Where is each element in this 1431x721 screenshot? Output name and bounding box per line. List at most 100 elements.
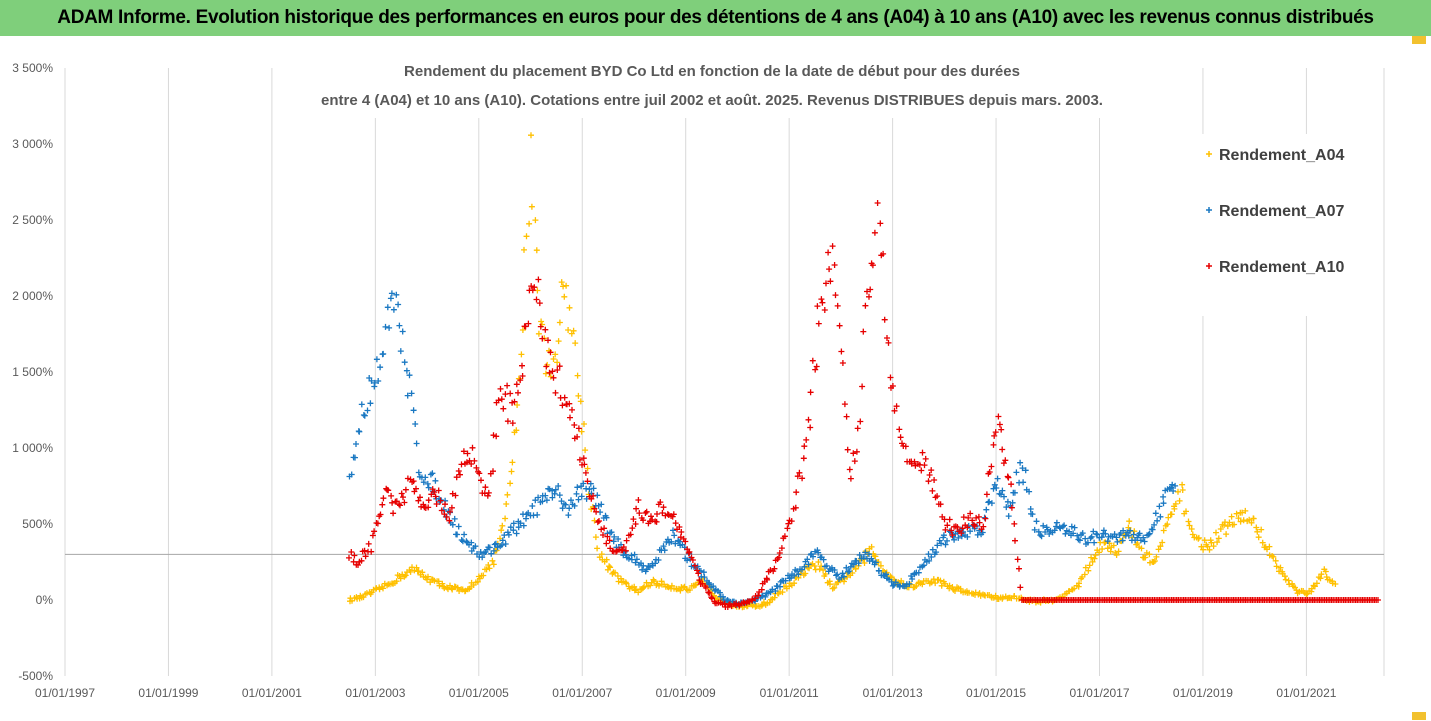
data-point	[1228, 513, 1235, 520]
data-point	[556, 492, 563, 499]
data-point	[632, 521, 639, 527]
data-point	[566, 505, 573, 512]
data-point	[805, 416, 812, 423]
data-point	[1044, 526, 1051, 533]
data-point	[877, 220, 884, 227]
data-point	[368, 377, 375, 384]
data-point	[633, 505, 640, 512]
data-point	[1125, 532, 1132, 539]
data-point	[425, 497, 432, 504]
data-point	[578, 428, 585, 435]
data-point	[1142, 554, 1149, 561]
data-point	[716, 589, 723, 596]
data-point	[788, 518, 795, 525]
data-point	[504, 418, 511, 425]
data-point	[578, 493, 585, 500]
data-point	[420, 501, 427, 508]
data-point	[364, 407, 371, 414]
x-tick-label: 01/01/2007	[552, 686, 612, 700]
data-point	[777, 583, 783, 590]
data-point	[919, 581, 926, 588]
data-point	[397, 348, 404, 355]
data-point	[805, 561, 812, 568]
data-point	[1085, 567, 1092, 574]
data-point	[473, 464, 480, 471]
data-point	[502, 515, 509, 522]
data-point	[822, 571, 829, 577]
data-point	[474, 578, 481, 585]
data-point	[883, 571, 890, 578]
data-point	[877, 562, 884, 569]
data-point	[1231, 521, 1238, 528]
data-point	[891, 407, 898, 414]
data-point	[568, 497, 574, 504]
data-point	[406, 372, 413, 379]
data-point	[778, 545, 785, 552]
data-point	[1146, 551, 1153, 558]
data-point	[574, 372, 581, 379]
legend-label-Rendement_A04: Rendement_A04	[1219, 147, 1344, 164]
data-point	[389, 499, 396, 506]
data-point	[1037, 532, 1044, 539]
data-point	[425, 573, 431, 580]
data-point	[969, 517, 976, 524]
data-point	[966, 589, 972, 596]
data-point	[801, 563, 808, 570]
data-point	[490, 432, 497, 439]
data-point	[504, 382, 511, 389]
data-point	[1146, 530, 1153, 537]
data-point	[461, 531, 468, 538]
data-point	[367, 400, 374, 407]
data-point	[410, 407, 417, 414]
data-point	[432, 477, 439, 484]
data-point	[417, 494, 423, 501]
data-point	[1086, 562, 1093, 569]
data-point	[979, 529, 986, 536]
data-point	[677, 587, 684, 594]
data-point	[1240, 517, 1247, 524]
data-point	[571, 422, 578, 428]
data-point	[425, 484, 432, 491]
data-point	[938, 582, 945, 589]
data-point	[526, 220, 533, 227]
data-point	[906, 580, 913, 587]
data-point	[1204, 543, 1211, 550]
data-point	[651, 578, 658, 585]
data-point	[373, 356, 380, 363]
data-point	[1277, 564, 1284, 571]
data-point	[1226, 519, 1233, 526]
data-point	[983, 491, 990, 498]
data-point	[801, 443, 808, 450]
data-point	[1254, 528, 1261, 535]
data-point	[420, 479, 427, 486]
data-point	[552, 389, 559, 396]
data-point	[454, 584, 461, 591]
data-point	[455, 523, 462, 530]
data-point	[528, 132, 534, 139]
data-point	[633, 556, 640, 563]
data-point	[1126, 518, 1133, 525]
data-point	[709, 595, 715, 602]
data-point	[995, 413, 1002, 420]
data-point	[393, 291, 400, 298]
data-point	[480, 572, 487, 579]
data-point	[721, 600, 728, 607]
data-point	[831, 567, 838, 573]
data-point	[537, 323, 544, 330]
data-point	[812, 366, 819, 373]
data-point	[1138, 545, 1145, 552]
data-point	[489, 557, 496, 564]
data-point	[1157, 513, 1164, 520]
data-point	[851, 458, 858, 465]
data-point	[794, 473, 801, 480]
data-point	[410, 478, 417, 485]
data-point	[869, 262, 876, 269]
data-point	[1017, 459, 1024, 466]
x-axis-tick-labels: 01/01/1997 01/01/1999 01/01/2001 01/01/2003…	[35, 686, 1337, 700]
data-point	[569, 406, 575, 413]
data-point	[1168, 511, 1175, 518]
data-point	[369, 532, 376, 539]
data-point	[672, 540, 679, 547]
data-point	[632, 559, 639, 566]
data-point	[1195, 534, 1202, 541]
